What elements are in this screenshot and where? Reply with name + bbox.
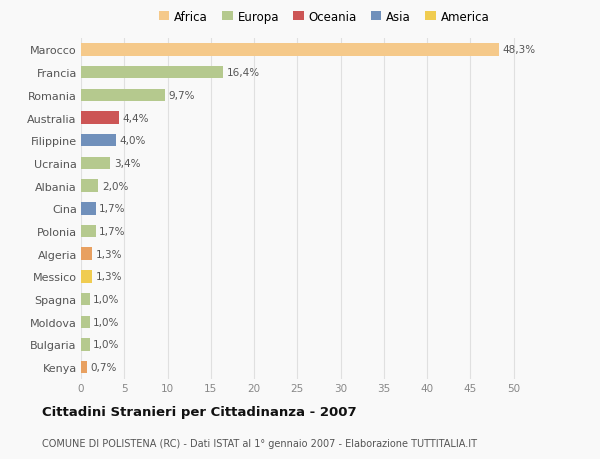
Bar xyxy=(81,157,110,170)
Bar xyxy=(81,270,92,283)
Text: 1,0%: 1,0% xyxy=(93,294,119,304)
Text: COMUNE DI POLISTENA (RC) - Dati ISTAT al 1° gennaio 2007 - Elaborazione TUTTITAL: COMUNE DI POLISTENA (RC) - Dati ISTAT al… xyxy=(42,438,477,448)
Bar xyxy=(81,338,89,351)
Text: 9,7%: 9,7% xyxy=(169,90,195,101)
Text: 3,4%: 3,4% xyxy=(114,158,140,168)
Bar xyxy=(81,90,165,102)
Text: 1,7%: 1,7% xyxy=(99,204,125,214)
Bar xyxy=(81,67,223,79)
Text: Cittadini Stranieri per Cittadinanza - 2007: Cittadini Stranieri per Cittadinanza - 2… xyxy=(42,405,356,419)
Text: 0,7%: 0,7% xyxy=(91,362,117,372)
Bar xyxy=(81,361,87,374)
Text: 1,3%: 1,3% xyxy=(96,272,122,282)
Bar xyxy=(81,180,98,192)
Text: 1,0%: 1,0% xyxy=(93,317,119,327)
Bar xyxy=(81,134,116,147)
Bar xyxy=(81,225,96,238)
Bar xyxy=(81,248,92,260)
Text: 2,0%: 2,0% xyxy=(102,181,128,191)
Bar xyxy=(81,316,89,328)
Bar xyxy=(81,202,96,215)
Text: 48,3%: 48,3% xyxy=(502,45,536,56)
Text: 1,3%: 1,3% xyxy=(96,249,122,259)
Text: 16,4%: 16,4% xyxy=(226,68,260,78)
Legend: Africa, Europa, Oceania, Asia, America: Africa, Europa, Oceania, Asia, America xyxy=(159,11,489,23)
Text: 1,0%: 1,0% xyxy=(93,340,119,350)
Bar xyxy=(81,112,119,124)
Bar xyxy=(81,293,89,306)
Text: 1,7%: 1,7% xyxy=(99,226,125,236)
Text: 4,0%: 4,0% xyxy=(119,136,145,146)
Text: 4,4%: 4,4% xyxy=(122,113,149,123)
Bar xyxy=(81,44,499,56)
